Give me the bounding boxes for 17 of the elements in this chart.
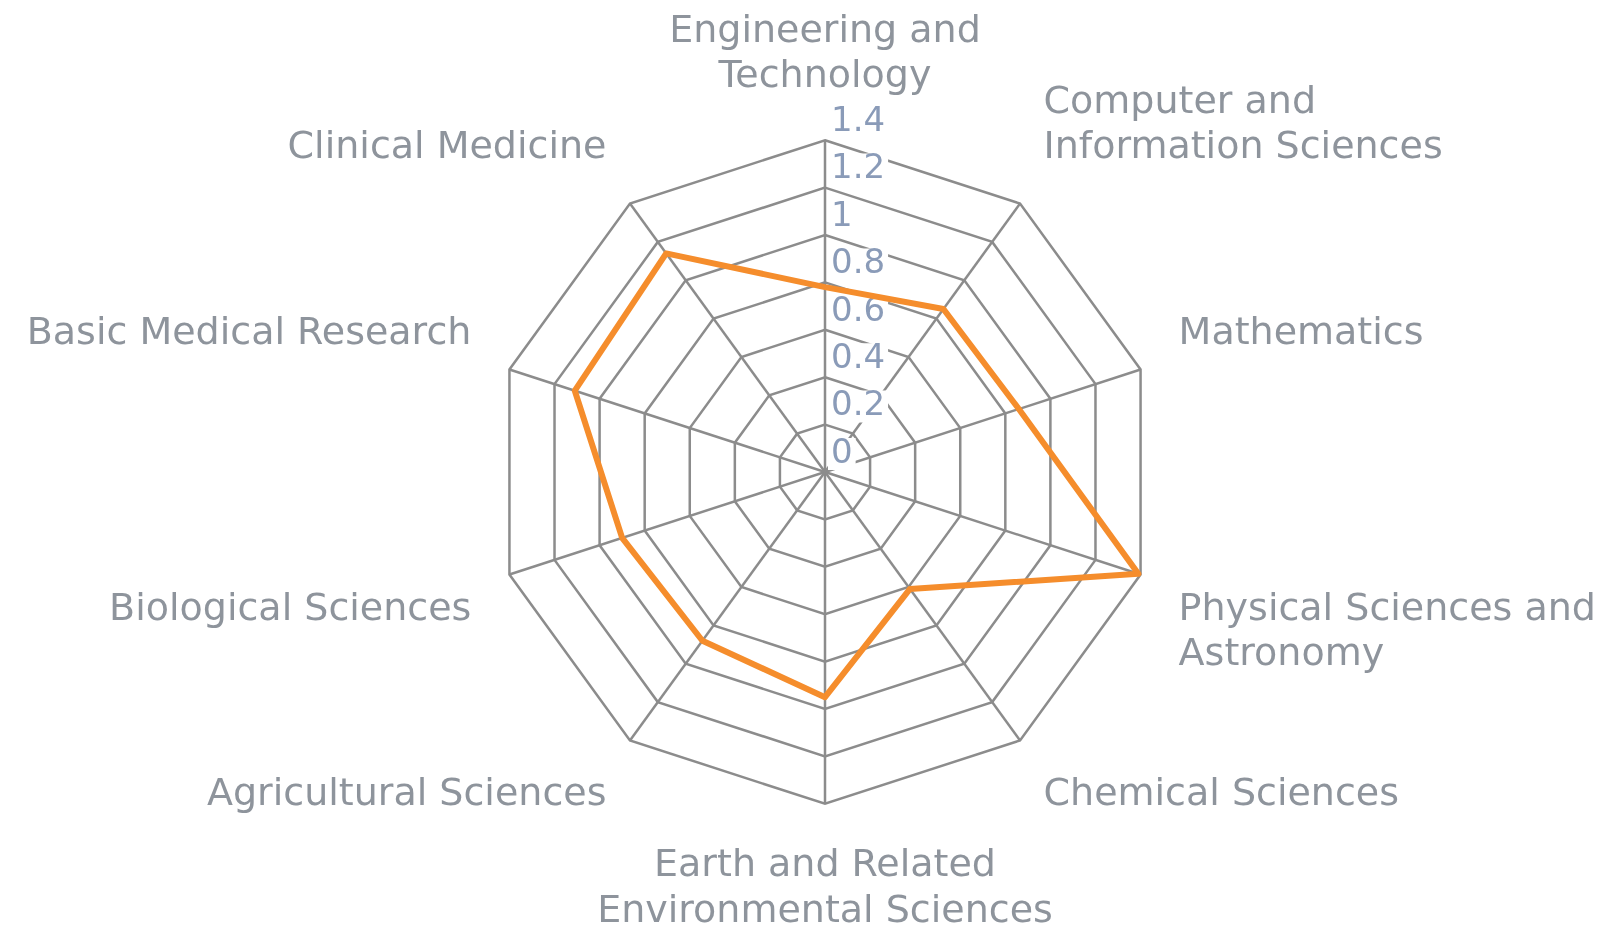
spoke-label: Basic Medical Research (26, 309, 472, 354)
spoke-label: Mathematics (1178, 309, 1424, 354)
y-tick-label: 0 (831, 430, 853, 471)
spoke-label: Chemical Sciences (1043, 770, 1400, 815)
y-tick-label: 0.8 (831, 241, 886, 282)
y-tick-label: 1 (831, 193, 853, 234)
y-tick-label: 1.4 (831, 99, 886, 140)
spoke-label: Engineering and Technology (669, 6, 981, 97)
spoke-label: Earth and Related Environmental Sciences (597, 841, 1053, 932)
spoke-label: Physical Sciences and Astronomy (1178, 584, 1596, 675)
y-tick-label: 0.4 (831, 336, 886, 377)
spoke-label: Clinical Medicine (287, 123, 607, 168)
y-tick-label: 1.2 (831, 146, 886, 187)
y-tick-label: 0.2 (831, 383, 886, 424)
spoke-label: Computer and Information Sciences (1043, 77, 1443, 168)
spoke-label: Biological Sciences (109, 584, 472, 629)
spoke-label: Agricultural Sciences (206, 770, 607, 815)
